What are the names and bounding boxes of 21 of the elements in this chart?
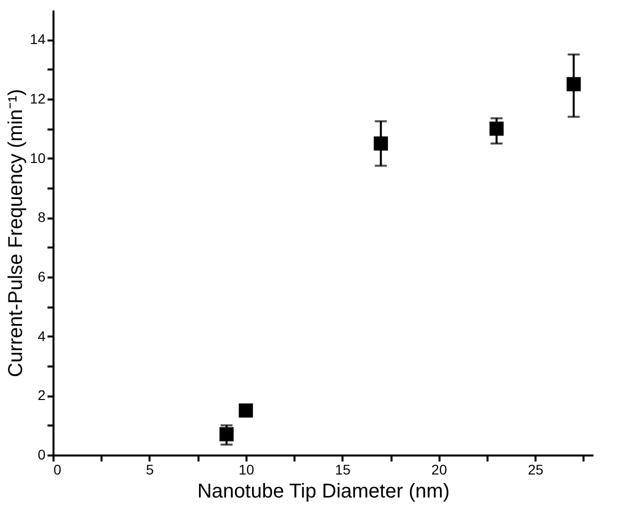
point — [220, 427, 234, 442]
x-tick-label: 15 — [334, 462, 351, 478]
y-tick-label: 2 — [38, 387, 46, 404]
y-tick-label: 6 — [38, 268, 46, 284]
x-tick-label: 25 — [528, 462, 544, 478]
y-tick-label: 4 — [38, 328, 46, 344]
point — [490, 122, 504, 136]
y-tick-label: 8 — [38, 209, 46, 226]
x-tick-label: 10 — [238, 462, 254, 478]
y-tick-label: 10 — [30, 150, 46, 166]
point — [566, 77, 581, 92]
y-tick-label: 14 — [30, 31, 46, 48]
point — [374, 136, 388, 151]
point — [238, 403, 253, 418]
x-axis-title: Nanotube Tip Diameter (nm) — [197, 480, 450, 502]
x-tick-label: 5 — [146, 462, 154, 478]
x-tick-label: 0 — [54, 462, 62, 478]
x-tick-label: 20 — [431, 462, 448, 478]
y-tick-label: 12 — [30, 90, 46, 106]
y-axis-title: Current-Pulse Frequency (min⁻¹) — [4, 88, 27, 378]
y-tick-label: 0 — [38, 446, 46, 462]
